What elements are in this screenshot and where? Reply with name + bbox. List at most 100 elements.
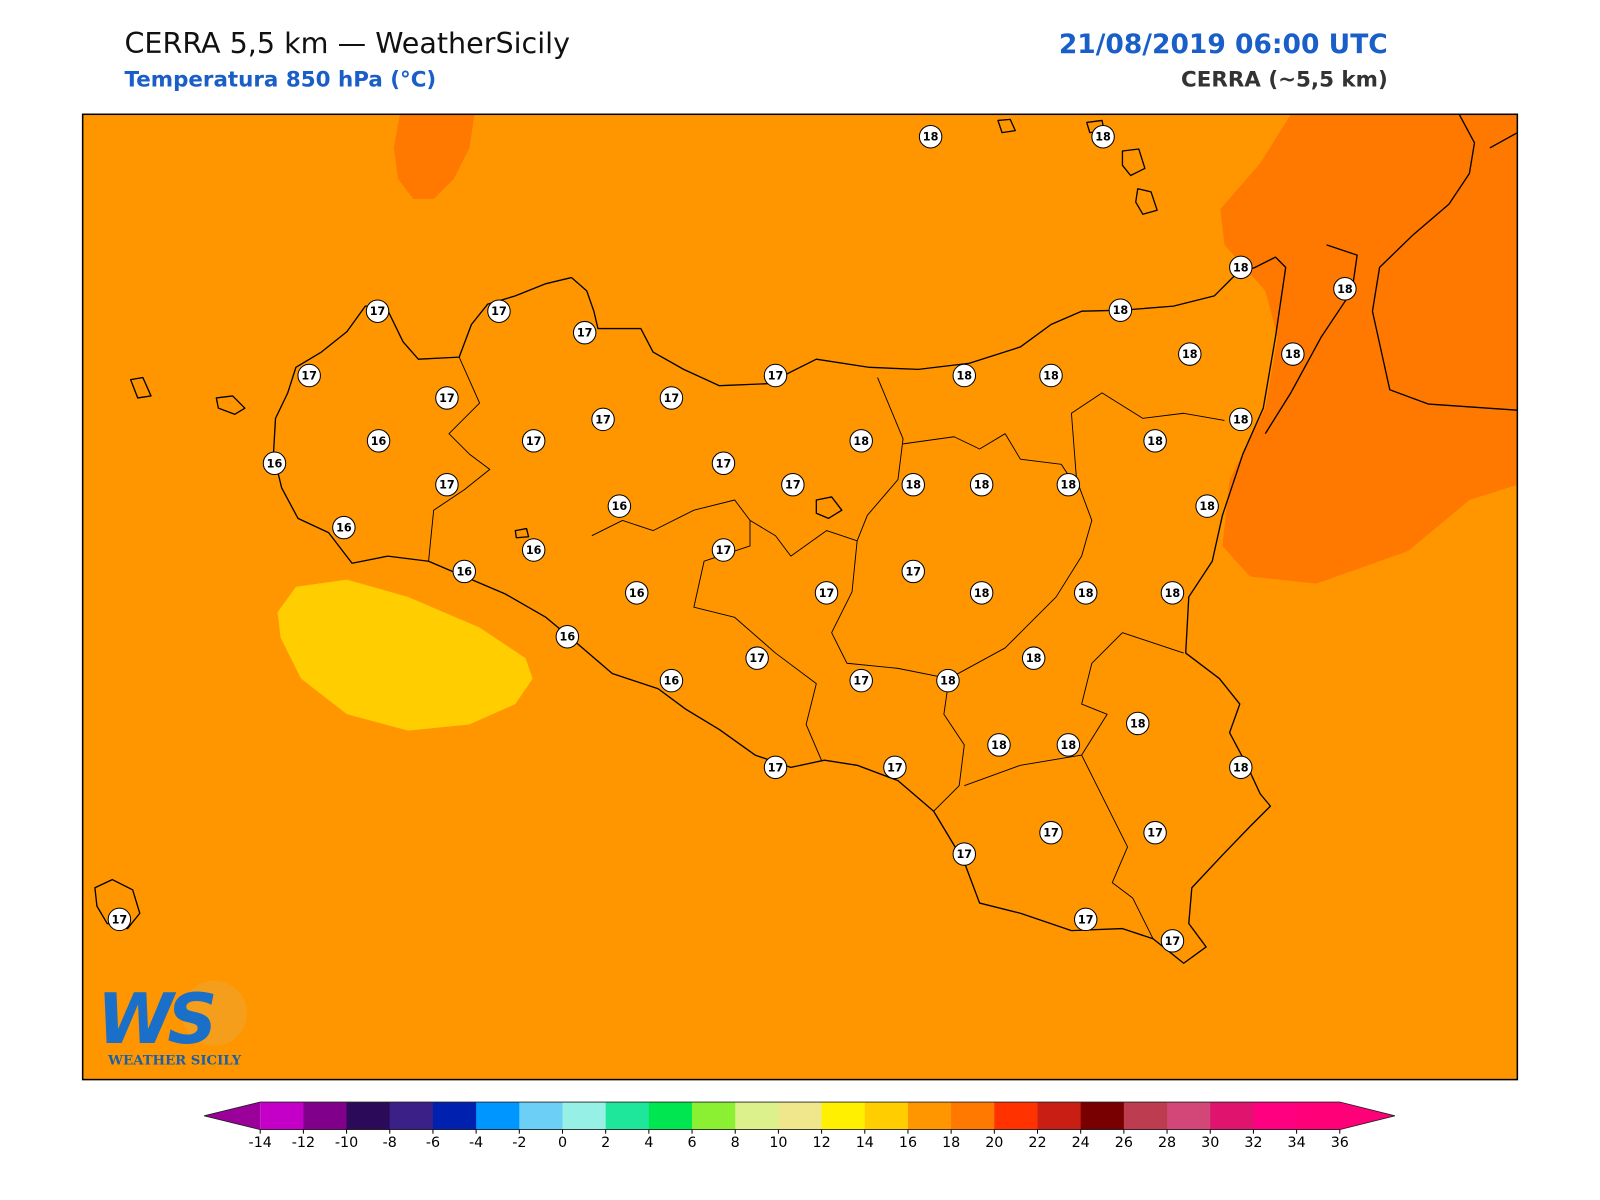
station-marker: [1021, 646, 1046, 670]
station-marker: [711, 451, 736, 475]
colorbar-segment: [648, 1102, 693, 1130]
station-value: 16: [560, 631, 576, 644]
station-value: 18: [1113, 304, 1129, 317]
station: 18: [969, 472, 994, 497]
colorbar-tick-label: 22: [1028, 1135, 1046, 1151]
station: 18: [1126, 711, 1150, 736]
station: 18: [1143, 429, 1167, 453]
station-value: 16: [456, 565, 472, 578]
station-marker: [1143, 820, 1167, 845]
datetime: 21/08/2019 06:00 UTC: [1059, 29, 1388, 60]
coastline: [1264, 114, 1518, 435]
station-value: 16: [336, 522, 352, 535]
station-marker: [901, 559, 925, 584]
title: CERRA 5,5 km — WeatherSicily: [124, 26, 570, 60]
colorbar-segment: [605, 1102, 650, 1130]
station-value: 17: [1165, 935, 1181, 948]
colorbar-tick-label: -14: [249, 1135, 272, 1151]
model-label: CERRA (~5,5 km): [1181, 68, 1388, 93]
colorbar-segment: [1037, 1102, 1082, 1130]
station-marker: [435, 472, 459, 497]
station-marker: [1108, 298, 1133, 322]
station-marker: [901, 472, 925, 497]
station-value: 18: [1233, 261, 1249, 274]
station-marker: [969, 472, 994, 497]
station: 17: [1143, 820, 1167, 845]
station: 18: [1281, 342, 1305, 366]
station-marker: [1143, 429, 1167, 453]
station-value: 17: [1078, 913, 1094, 926]
station: 18: [1229, 755, 1253, 780]
station: 17: [763, 363, 788, 388]
station-marker: [952, 842, 977, 866]
station-value: 17: [768, 370, 784, 383]
station: 17: [659, 386, 684, 410]
station-marker: [1281, 342, 1305, 366]
station: 18: [936, 668, 960, 693]
colorbar-tick-label: 8: [731, 1135, 740, 1151]
station-value: 18: [1078, 587, 1094, 600]
station-value: 17: [491, 305, 507, 318]
station: 16: [625, 581, 649, 605]
station: 17: [1039, 820, 1063, 845]
station: 18: [849, 429, 873, 453]
colorbar-segment: [821, 1102, 866, 1130]
station: 17: [711, 451, 736, 475]
station-marker: [625, 581, 649, 605]
station-value: 18: [1233, 761, 1249, 774]
station-value: 17: [785, 479, 801, 492]
station-marker: [936, 668, 960, 693]
station-value: 18: [1061, 739, 1077, 752]
station: 16: [659, 668, 684, 693]
colorbar-tick-label: 30: [1201, 1135, 1219, 1151]
station-value: 17: [1043, 827, 1059, 840]
colorbar-segment: [1167, 1102, 1211, 1130]
station-marker: [1073, 907, 1098, 932]
colorbar-tick-label: 36: [1331, 1135, 1349, 1151]
station-marker: [781, 472, 805, 497]
station: 17: [952, 842, 977, 866]
station: 17: [745, 646, 769, 670]
colorbar-tick-label: 28: [1158, 1135, 1176, 1151]
station-marker: [745, 646, 769, 670]
station-value: 16: [629, 587, 645, 600]
station-marker: [521, 538, 546, 562]
station: 18: [1021, 646, 1046, 670]
station-marker: [1229, 407, 1253, 432]
station-value: 17: [905, 565, 921, 578]
station: 18: [952, 363, 977, 388]
station-layer: 18 18 18 18 17 17 17 18 17 17 18 18 18 18 17 17 17 18 16 17…: [107, 125, 1357, 953]
station-marker: [969, 581, 994, 605]
station: 17: [849, 668, 873, 693]
station-marker: [452, 559, 477, 584]
logo-sun: [181, 980, 247, 1046]
station-value: 17: [956, 848, 972, 861]
station-value: 17: [577, 327, 593, 340]
station-marker: [1039, 820, 1063, 845]
station-marker: [711, 538, 736, 562]
station-value: 18: [1285, 348, 1301, 361]
station-marker: [849, 429, 873, 453]
station: 18: [1108, 298, 1133, 322]
station-marker: [1073, 581, 1098, 605]
station-value: 16: [267, 457, 283, 470]
station-value: 17: [819, 587, 835, 600]
colorbar-segment: [346, 1102, 391, 1130]
colorbar-tick-label: 6: [688, 1135, 697, 1151]
station-marker: [883, 755, 907, 780]
station: 17: [901, 559, 925, 584]
station-value: 17: [526, 435, 542, 448]
station-value: 17: [716, 457, 732, 470]
station: 16: [555, 625, 580, 649]
station-value: 17: [768, 761, 784, 774]
station: 16: [607, 494, 632, 518]
station-marker: [555, 625, 580, 649]
station-value: 17: [749, 652, 765, 665]
station: 16: [262, 451, 287, 475]
station-marker: [763, 755, 788, 780]
station: 18: [901, 472, 925, 497]
colorbar-segment: [778, 1102, 823, 1130]
colorbar-under: [204, 1102, 261, 1130]
station-marker: [1229, 755, 1253, 780]
station-value: 17: [664, 392, 680, 405]
